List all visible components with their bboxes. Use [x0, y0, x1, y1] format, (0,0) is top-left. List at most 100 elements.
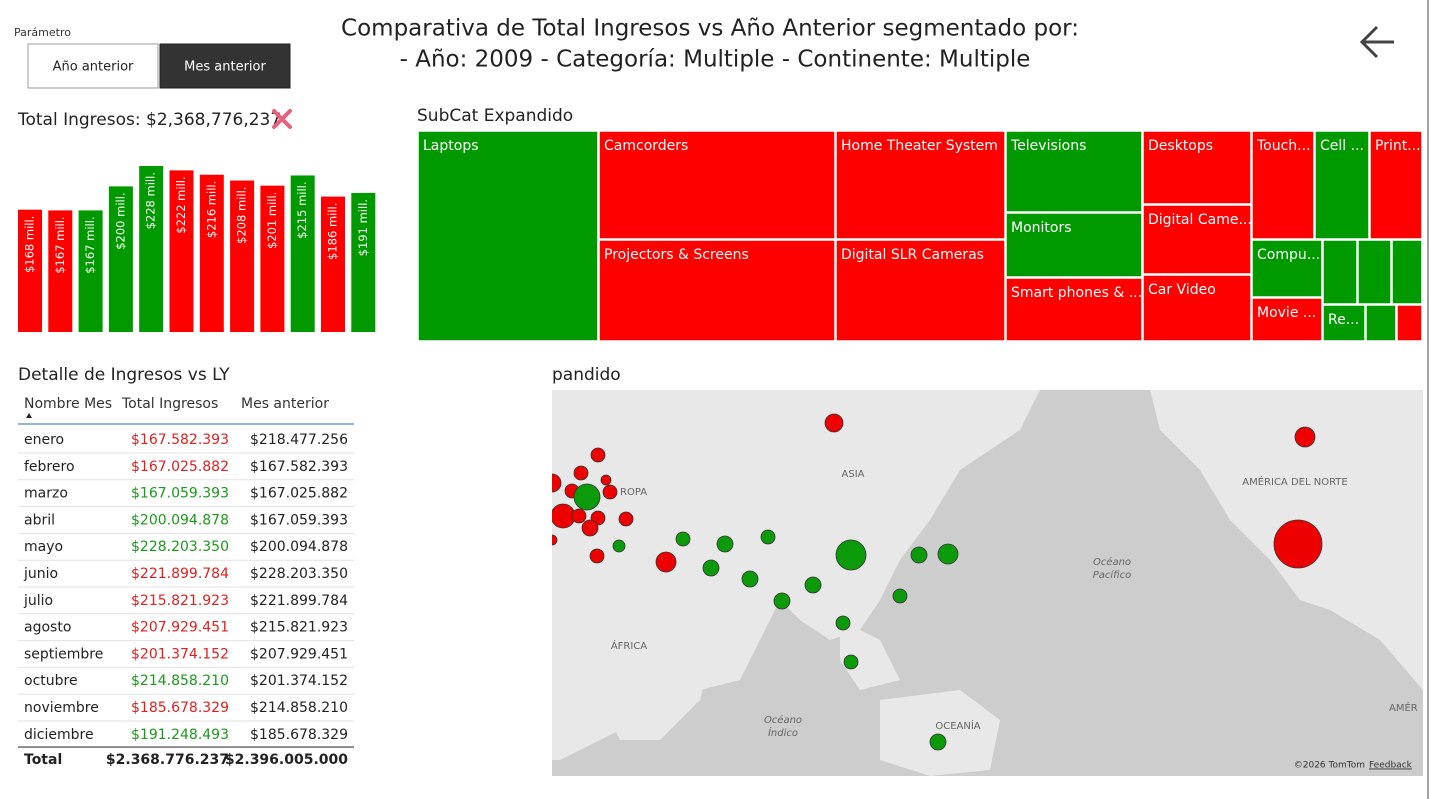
map-bubble[interactable]: [551, 503, 576, 529]
map-bubble[interactable]: [804, 576, 822, 594]
treemap-tile[interactable]: [1005, 277, 1143, 342]
sort-indicator: [26, 413, 32, 418]
treemap-tile[interactable]: [1005, 130, 1143, 213]
map-bubble[interactable]: [937, 543, 959, 565]
map-bubble[interactable]: [589, 548, 605, 564]
bar[interactable]: [260, 185, 285, 332]
bar[interactable]: [48, 210, 73, 332]
map-bubble[interactable]: [618, 511, 634, 527]
map-label: AMÉR: [1389, 701, 1418, 714]
treemap-tile[interactable]: [1396, 304, 1423, 342]
map-bubble[interactable]: [835, 539, 867, 571]
map-bubble[interactable]: [1273, 519, 1323, 569]
map-bubble[interactable]: [602, 484, 618, 500]
treemap-tile[interactable]: [598, 130, 836, 240]
map-bubble[interactable]: [741, 570, 759, 588]
treemap-tile[interactable]: [1314, 130, 1370, 240]
map-bubble[interactable]: [573, 483, 601, 511]
map-bubble[interactable]: [702, 559, 720, 577]
map-bubble[interactable]: [571, 508, 587, 524]
treemap-tile[interactable]: [1251, 239, 1323, 298]
tile-label: Print...: [1375, 138, 1421, 154]
treemap-tile[interactable]: [835, 239, 1006, 342]
map-label: Océano: [764, 714, 802, 726]
map-bubble[interactable]: [716, 535, 734, 553]
map-bubble[interactable]: [835, 615, 851, 631]
column-header[interactable]: Mes anterior: [241, 396, 329, 412]
treemap-tile[interactable]: [1365, 304, 1397, 342]
column-header[interactable]: Total Ingresos: [121, 396, 218, 412]
bubbles: [543, 413, 1323, 751]
cell: $167.025.882: [131, 459, 229, 475]
back-button[interactable]: [1359, 25, 1394, 59]
map-bubble[interactable]: [675, 531, 691, 547]
treemap-tile[interactable]: [1322, 304, 1366, 342]
map-bubble[interactable]: [612, 539, 626, 553]
button-label[interactable]: Mes anterior: [184, 60, 266, 75]
treemap-tile[interactable]: [417, 130, 599, 342]
data-label: $167 mill.: [83, 216, 97, 273]
tile-label: Movie ...: [1257, 305, 1316, 321]
clear-icon[interactable]: [272, 109, 292, 129]
bar[interactable]: [78, 210, 103, 332]
map-bubble[interactable]: [590, 447, 606, 463]
data-label: $215 mill.: [295, 181, 309, 238]
treemap-tile[interactable]: [598, 239, 836, 342]
treemap-tile[interactable]: [835, 130, 1006, 240]
cell: $215.821.923: [131, 593, 229, 609]
map-bubble[interactable]: [581, 519, 599, 537]
bar[interactable]: [230, 180, 255, 332]
treemap-tile[interactable]: [1142, 274, 1252, 342]
treemap-tile[interactable]: [1391, 239, 1423, 305]
treemap-tile[interactable]: [1322, 239, 1358, 305]
map-title: pandido: [552, 365, 621, 385]
clear-stroke[interactable]: [272, 109, 292, 129]
treemap-tile[interactable]: [1005, 212, 1143, 278]
map-feedback[interactable]: Feedback: [1369, 761, 1413, 771]
map-label: AMÉRICA DEL NORTE: [1242, 475, 1347, 488]
cell: marzo: [24, 486, 68, 502]
treemap-tile[interactable]: [1251, 297, 1323, 342]
treemap-tile[interactable]: [1369, 130, 1423, 240]
map-bubble[interactable]: [573, 465, 589, 481]
map-bubble[interactable]: [547, 534, 558, 546]
land-africa: [560, 560, 720, 740]
button[interactable]: [27, 43, 159, 89]
treemap-tile[interactable]: [1251, 130, 1315, 240]
table-title: Detalle de Ingresos vs LY: [18, 365, 230, 385]
map-bubble[interactable]: [1294, 426, 1316, 448]
bar[interactable]: [351, 192, 376, 332]
treemap-tile[interactable]: [1357, 239, 1392, 305]
cell: $228.203.350: [131, 539, 229, 555]
bar[interactable]: [18, 209, 42, 332]
button-selected[interactable]: [159, 43, 291, 89]
map-bubble[interactable]: [600, 474, 612, 486]
bar[interactable]: [139, 166, 164, 332]
bar[interactable]: [290, 175, 315, 332]
bar[interactable]: [169, 170, 194, 332]
cell: septiembre: [24, 646, 103, 662]
bar[interactable]: [108, 186, 133, 332]
data-label: $191 mill.: [356, 199, 370, 256]
tile-label: Car Video: [1148, 282, 1216, 298]
button-label[interactable]: Año anterior: [53, 60, 134, 75]
map-bubble[interactable]: [910, 546, 928, 564]
column-header[interactable]: Nombre Mes: [24, 396, 112, 412]
bar[interactable]: [199, 174, 224, 332]
map-bubble[interactable]: [824, 413, 844, 433]
map-bubble[interactable]: [892, 588, 908, 604]
treemap-tile[interactable]: [1142, 130, 1252, 205]
treemap-tile[interactable]: [1142, 204, 1252, 275]
cell: $167.582.393: [131, 432, 229, 448]
bar[interactable]: [321, 196, 345, 332]
table: Nombre Mes Total Ingresos Mes anterior ener…: [18, 396, 354, 768]
arrow-head[interactable]: [1359, 25, 1379, 59]
map-bubble[interactable]: [843, 654, 859, 670]
map-bubble[interactable]: [655, 551, 677, 573]
map-bubble[interactable]: [543, 473, 562, 493]
map-bubble[interactable]: [773, 592, 791, 610]
map-bubble[interactable]: [929, 733, 947, 751]
map-bubble[interactable]: [760, 529, 776, 545]
cell: $191.248.493: [131, 727, 229, 743]
